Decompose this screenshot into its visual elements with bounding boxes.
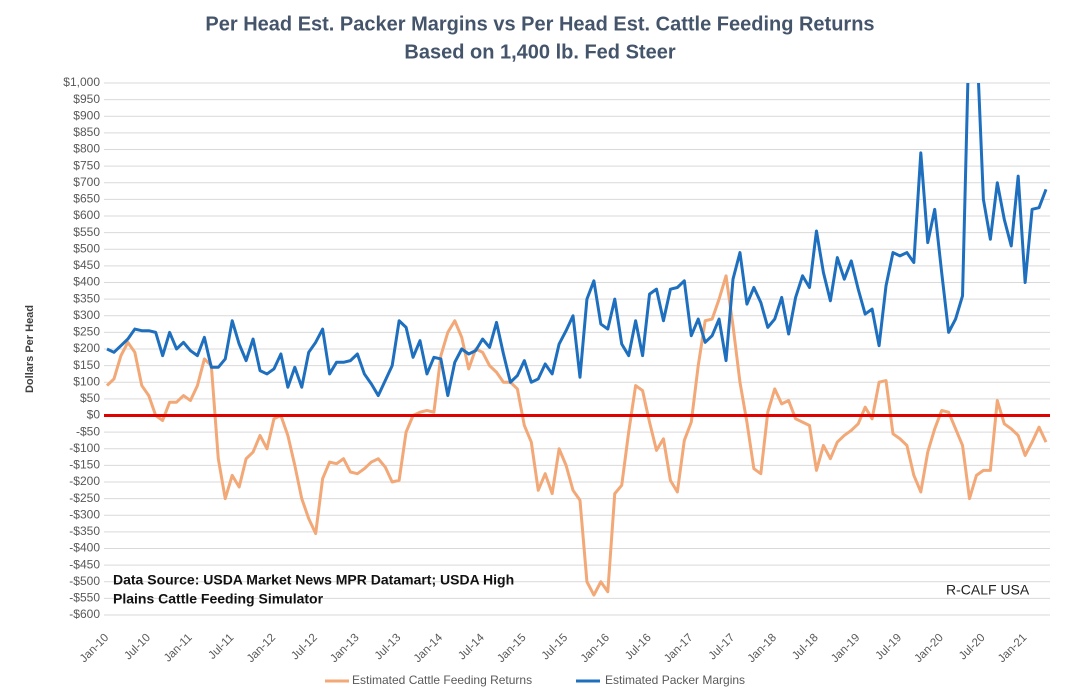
y-tick-label: -$350 [69, 524, 100, 538]
y-tick-label: $50 [80, 391, 100, 405]
y-tick-label: -$250 [69, 491, 100, 505]
y-tick-label: -$450 [69, 557, 100, 571]
y-tick-label: -$550 [69, 591, 100, 605]
annotation: Data Source: USDA Market News MPR Datama… [113, 572, 514, 588]
x-tick-label: Jan-14 [412, 631, 446, 665]
x-tick-label: Jan-16 [579, 632, 612, 665]
x-tick-label: Jul-19 [874, 632, 905, 663]
y-tick-label: $100 [73, 374, 100, 388]
y-tick-label: -$200 [69, 474, 100, 488]
y-tick-label: $650 [73, 192, 100, 206]
y-tick-label: -$50 [76, 424, 100, 438]
x-tick-label: Jul-15 [540, 632, 571, 663]
x-tick-label: Jan-21 [996, 632, 1029, 665]
y-tick-label: $800 [73, 142, 100, 156]
y-tick-label: -$300 [69, 507, 100, 521]
x-tick-label: Jan-20 [913, 632, 946, 665]
y-tick-label: -$500 [69, 574, 100, 588]
y-tick-label: $550 [73, 225, 100, 239]
annotation: Plains Cattle Feeding Simulator [113, 591, 324, 607]
y-tick-label: $850 [73, 125, 100, 139]
y-tick-label: $400 [73, 275, 100, 289]
x-tick-label: Jan-15 [495, 632, 528, 665]
y-tick-label: $700 [73, 175, 100, 189]
y-axis-label: Dollars Per Head [24, 305, 36, 393]
chart-title: Per Head Est. Packer Margins vs Per Head… [205, 13, 874, 35]
x-tick-label: Jul-14 [456, 631, 487, 662]
plot-area [105, 83, 1048, 597]
x-tick-label: Jan-11 [162, 632, 195, 665]
y-tick-label: $1,000 [63, 75, 100, 89]
y-tick-label: $0 [87, 408, 101, 422]
x-tick-label: Jul-20 [957, 632, 988, 663]
x-tick-label: Jan-17 [662, 632, 695, 665]
y-tick-label: -$100 [69, 441, 100, 455]
x-tick-label: Jul-11 [206, 632, 236, 662]
x-tick-label: Jul-16 [623, 632, 654, 663]
chart-subtitle: Based on 1,400 lb. Fed Steer [404, 41, 675, 63]
x-tick-label: Jul-12 [289, 632, 320, 663]
x-tick-label: Jul-18 [790, 632, 821, 663]
y-tick-label: $750 [73, 158, 100, 172]
y-tick-label: $150 [73, 358, 100, 372]
data-line [105, 274, 1048, 597]
x-tick-label: Jan-13 [328, 632, 361, 665]
y-tick-label: $250 [73, 325, 100, 339]
y-tick-label: -$400 [69, 541, 100, 555]
y-tick-label: $900 [73, 108, 100, 122]
x-tick-label: Jul-10 [122, 632, 153, 663]
y-tick-label: $600 [73, 208, 100, 222]
x-tick-label: Jan-10 [78, 632, 111, 665]
y-tick-label: -$600 [69, 607, 100, 621]
y-tick-label: -$150 [69, 458, 100, 472]
y-tick-label: $450 [73, 258, 100, 272]
x-tick-label: Jan-19 [829, 632, 862, 665]
x-tick-label: Jan-18 [746, 632, 779, 665]
x-tick-label: Jul-13 [373, 632, 404, 663]
y-tick-label: $200 [73, 341, 100, 355]
y-tick-label: $300 [73, 308, 100, 322]
legend-label: Estimated Cattle Feeding Returns [352, 673, 532, 687]
annotation: R-CALF USA [946, 582, 1030, 598]
x-tick-label: Jan-12 [245, 632, 278, 665]
x-tick-label: Jul-17 [707, 632, 738, 663]
legend-label: Estimated Packer Margins [605, 673, 745, 687]
y-tick-label: $350 [73, 291, 100, 305]
data-line [106, 83, 1048, 398]
y-tick-label: $950 [73, 92, 100, 106]
y-tick-label: $500 [73, 241, 100, 255]
